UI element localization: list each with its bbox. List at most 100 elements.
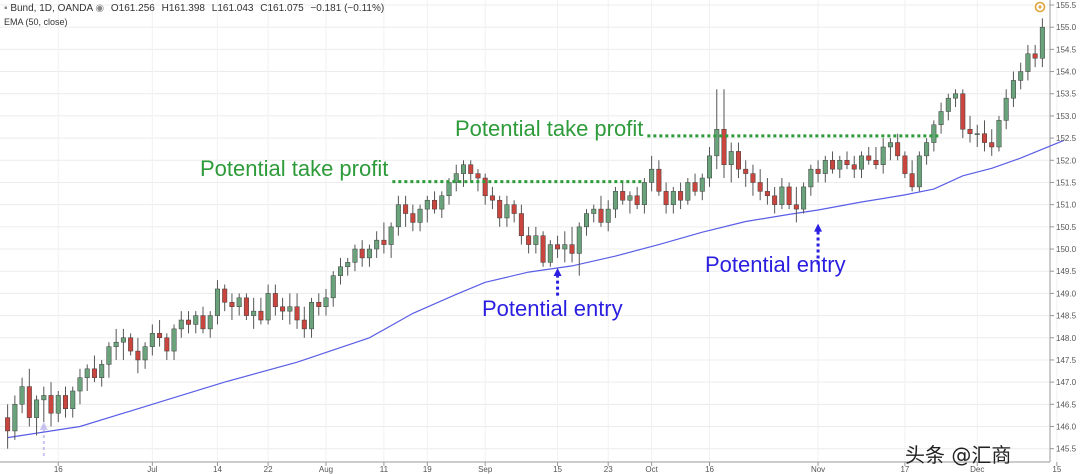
candle-body — [330, 275, 336, 299]
candle-body — [200, 315, 206, 330]
candle-up — [801, 182, 807, 214]
candle-body — [634, 195, 640, 205]
candle-body — [504, 204, 510, 219]
candle-down — [967, 115, 973, 143]
candle-up — [953, 89, 959, 108]
candle-body — [967, 128, 973, 134]
time-tick-label: 19 — [423, 465, 432, 474]
candle-up — [779, 178, 785, 210]
candle-up — [388, 222, 394, 258]
candle-up — [728, 142, 734, 183]
price-tick-label: 154.5 — [1056, 45, 1077, 54]
candle-up — [924, 138, 930, 165]
candle-body — [822, 160, 828, 174]
candle-down — [902, 151, 908, 179]
candle-up — [337, 257, 343, 285]
candle-down — [743, 160, 749, 187]
candle-body — [222, 288, 228, 303]
candle-body — [830, 160, 836, 170]
candle-body — [786, 186, 792, 205]
time-axis: 16 Jul 14 22 Aug 11 19 Sep 15 23 Oct 16 Nov 17 Dec 15 — [54, 462, 1062, 474]
price-tick-label: 146.5 — [1056, 400, 1077, 409]
candle-down — [989, 129, 995, 156]
time-tick-label: 22 — [264, 465, 273, 474]
candle-down — [772, 186, 778, 214]
candle-down — [128, 333, 134, 356]
candle-up — [149, 324, 155, 356]
candle-body — [366, 248, 372, 259]
candle-body — [714, 128, 720, 157]
price-tick-label: 151.5 — [1056, 178, 1077, 187]
candle-down — [851, 155, 857, 179]
candle-body — [186, 319, 192, 325]
collapse-icon[interactable]: ▪ — [4, 3, 8, 14]
candle-up — [974, 124, 980, 147]
candle-up — [77, 368, 83, 405]
annotations-layer: Potential take profit Potential take prof… — [39, 116, 942, 456]
candle-body — [757, 182, 763, 192]
candle-body — [63, 395, 69, 410]
candle-body — [91, 368, 97, 378]
candle-body — [670, 191, 676, 205]
candle-up — [1025, 44, 1031, 81]
candle-body — [214, 288, 220, 316]
candle-down — [895, 133, 901, 161]
candle-down — [497, 195, 503, 227]
candle-body — [685, 182, 691, 201]
candle-body — [34, 399, 40, 418]
arrow-up-icon — [814, 223, 823, 232]
price-tick-label: 155.5 — [1056, 1, 1077, 10]
candle-up — [627, 191, 633, 214]
candle-body — [612, 191, 618, 210]
candle-body — [453, 173, 459, 183]
candle-body — [721, 128, 727, 165]
candle-down — [721, 89, 727, 179]
price-tick-label: 149.0 — [1056, 289, 1077, 298]
candle-up — [996, 115, 1002, 152]
candle-down — [663, 182, 669, 214]
candle-down — [63, 386, 69, 418]
entry-label: Potential entry — [705, 252, 846, 277]
candle-down — [981, 120, 987, 152]
candle-up — [916, 151, 922, 192]
price-tick-label: 146.0 — [1056, 423, 1077, 432]
price-tick-label: 149.5 — [1056, 267, 1077, 276]
candle-body — [135, 350, 141, 361]
candle-body — [142, 346, 148, 361]
time-tick-label: 15 — [553, 465, 562, 474]
entry-annotation: Potential entry — [705, 223, 846, 277]
candle-body — [149, 333, 155, 347]
candle-body — [489, 195, 495, 201]
price-tick-label: 151.0 — [1056, 201, 1077, 210]
close-value: C161.075 — [260, 3, 304, 14]
open-value: O161.256 — [110, 3, 155, 14]
candle-up — [12, 395, 18, 440]
candle-up — [106, 342, 112, 378]
candle-body — [880, 146, 886, 165]
candle-body — [460, 164, 466, 174]
candle-body — [518, 213, 524, 236]
candle-up — [945, 93, 951, 121]
arrow-up-icon — [553, 267, 562, 276]
candle-body — [728, 151, 734, 165]
eye-icon[interactable]: ◉ — [95, 3, 105, 14]
candle-up — [938, 102, 944, 134]
gear-icon[interactable] — [1034, 1, 1046, 13]
candle-up — [171, 324, 177, 360]
candle-down — [866, 146, 872, 165]
candle-down — [764, 178, 770, 205]
candle-up — [345, 257, 351, 276]
candle-body — [287, 306, 293, 312]
candle-body — [627, 195, 633, 201]
candle-up — [822, 155, 828, 183]
candle-down — [511, 200, 517, 223]
candle-body — [699, 177, 705, 192]
candle-body — [424, 199, 430, 210]
candle-up — [1003, 89, 1009, 130]
candle-body — [511, 204, 517, 214]
candle-down — [735, 142, 741, 179]
indicator-label: EMA (50, close) — [4, 17, 68, 27]
price-tick-label: 148.0 — [1056, 334, 1077, 343]
candle-up — [707, 146, 713, 187]
price-tick-label: 147.5 — [1056, 356, 1077, 365]
